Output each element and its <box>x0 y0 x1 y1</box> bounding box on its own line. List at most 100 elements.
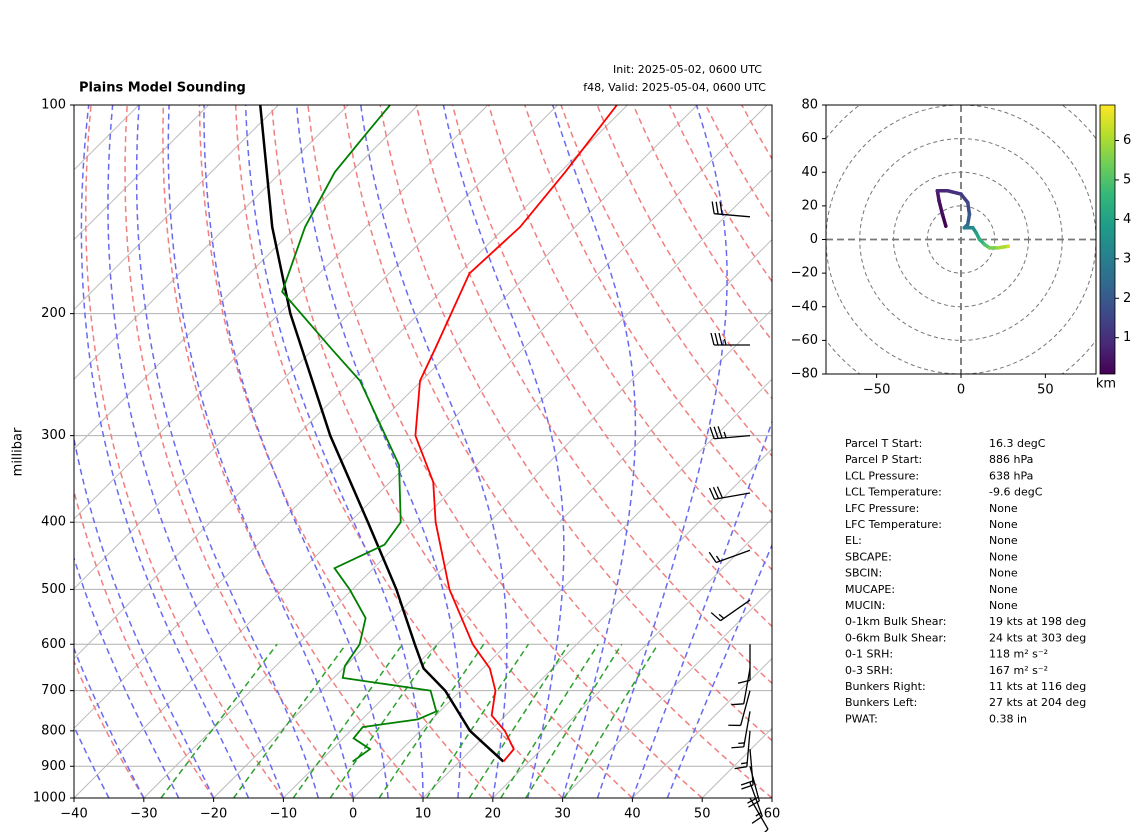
barb-half <box>718 613 725 619</box>
parameter-label: MUCIN: <box>845 599 885 612</box>
isotherm <box>143 169 772 798</box>
hodograph-point <box>982 242 987 247</box>
x-tick-label: −50 <box>863 383 890 398</box>
dry-adiabat <box>74 488 215 798</box>
barb-full <box>719 202 723 215</box>
wind-barb <box>710 332 750 346</box>
moist-adiabat <box>244 105 424 798</box>
isotherm <box>492 518 772 798</box>
dry-adiabat <box>198 105 494 798</box>
barb-staff <box>749 749 754 786</box>
barb-full <box>715 201 719 215</box>
barb-full <box>764 828 769 832</box>
profiles <box>259 105 618 763</box>
y-tick-label: 1000 <box>33 791 66 806</box>
y-tick-label: −60 <box>791 333 818 348</box>
mixing-ratio-line <box>233 643 347 798</box>
dry-adiabat <box>524 105 772 515</box>
colorbar-tick-label: 2 <box>1123 291 1131 306</box>
chart-title: Plains Model Sounding <box>79 81 246 96</box>
moist-adiabat <box>74 435 215 798</box>
hodograph-point <box>977 237 982 242</box>
colorbar-tick-label: 6 <box>1123 133 1131 148</box>
parameter-value: 19 kts at 198 deg <box>989 615 1086 628</box>
dry-adiabat <box>596 105 772 400</box>
dry-adiabat <box>343 105 772 798</box>
temperature-profile <box>414 105 618 763</box>
wind-barb <box>710 599 751 622</box>
axes-frame <box>73 104 773 799</box>
isotherm <box>74 105 558 590</box>
isotherm <box>562 587 772 798</box>
hodograph-grid <box>826 105 1096 374</box>
x-tick-label: 50 <box>694 807 711 822</box>
hodograph-point <box>965 200 970 205</box>
barb-full <box>714 332 719 346</box>
parameter-value: 16.3 degC <box>989 437 1046 450</box>
hodograph-point <box>962 225 967 230</box>
y-tick-label: 20 <box>801 198 818 213</box>
y-tick-label: −80 <box>791 367 818 382</box>
barb-full <box>709 426 715 439</box>
parameter-value: None <box>989 502 1018 515</box>
parameter-value: 27 kts at 204 deg <box>989 696 1086 709</box>
moist-adiabat <box>203 105 389 798</box>
isotherm <box>213 238 772 798</box>
barb-staff <box>715 549 751 564</box>
y-tick-label: 700 <box>41 683 66 698</box>
barb-staff <box>720 599 751 622</box>
parameter-value: 118 m² s⁻² <box>989 648 1048 661</box>
moist-adiabat <box>74 724 110 798</box>
barb-staff <box>749 797 769 830</box>
barb-half <box>741 762 748 765</box>
dry-adiabat <box>271 105 633 798</box>
x-tick-label: 20 <box>485 807 502 822</box>
colorbar-tick-label: 3 <box>1123 251 1131 266</box>
barb-staff <box>714 213 751 218</box>
parameter-value: -9.6 degC <box>989 486 1043 499</box>
hodograph-point <box>965 222 970 227</box>
y-tick-label: 500 <box>41 582 66 597</box>
mixing-ratio-line <box>378 643 485 798</box>
isotherm <box>74 105 419 450</box>
x-tick-label: 50 <box>1037 383 1054 398</box>
parameter-label: SBCAPE: <box>845 550 892 563</box>
hodograph-axes: −50 0 50 −80 −60 −40 −20 0 20 40 60 80 1 2 3 4 5 6 <box>791 98 1132 398</box>
dry-adiabat <box>704 105 772 223</box>
wind-barb <box>708 486 751 500</box>
hodograph-point <box>996 246 1000 250</box>
colorbar-tick-label: 5 <box>1123 172 1131 187</box>
hodograph-segment <box>937 199 945 217</box>
parameter-label: LFC Pressure: <box>845 502 919 515</box>
moist-adiabat <box>295 105 462 798</box>
dry-adiabat <box>451 105 772 628</box>
isotherm <box>74 105 628 660</box>
moist-adiabat <box>74 646 145 798</box>
dry-adiabat <box>162 105 424 798</box>
barb-staff <box>749 782 763 817</box>
isotherm <box>352 378 772 798</box>
subtitle: f48, Valid: 2025-05-04, 0600 UTC <box>583 81 766 94</box>
barb-staff <box>743 711 751 747</box>
parameter-label: 0-1 SRH: <box>845 648 893 661</box>
wind-barb <box>734 730 751 770</box>
parameter-label: Bunkers Right: <box>845 680 926 693</box>
y-tick-label: 300 <box>41 428 66 443</box>
moist-adiabat <box>552 105 637 798</box>
y-tick-label: 200 <box>41 306 66 321</box>
parameter-table: Parcel T Start: 16.3 degC Parcel P Start: 8… <box>845 437 1086 725</box>
barb-full <box>712 487 720 499</box>
x-tick-label: 0 <box>349 807 357 822</box>
x-tick-label: −30 <box>130 807 157 822</box>
barb-full <box>731 703 744 706</box>
barb-staff <box>714 492 751 500</box>
y-tick-label: 0 <box>810 232 818 247</box>
wind-barb <box>731 668 751 706</box>
x-tick-label: −20 <box>200 807 227 822</box>
dry-adiabat <box>234 105 564 798</box>
barb-half <box>723 431 727 438</box>
parameter-value: None <box>989 599 1018 612</box>
mixing-ratio-line <box>500 643 599 798</box>
wind-barb <box>709 426 751 440</box>
dry-adiabat <box>84 105 285 798</box>
